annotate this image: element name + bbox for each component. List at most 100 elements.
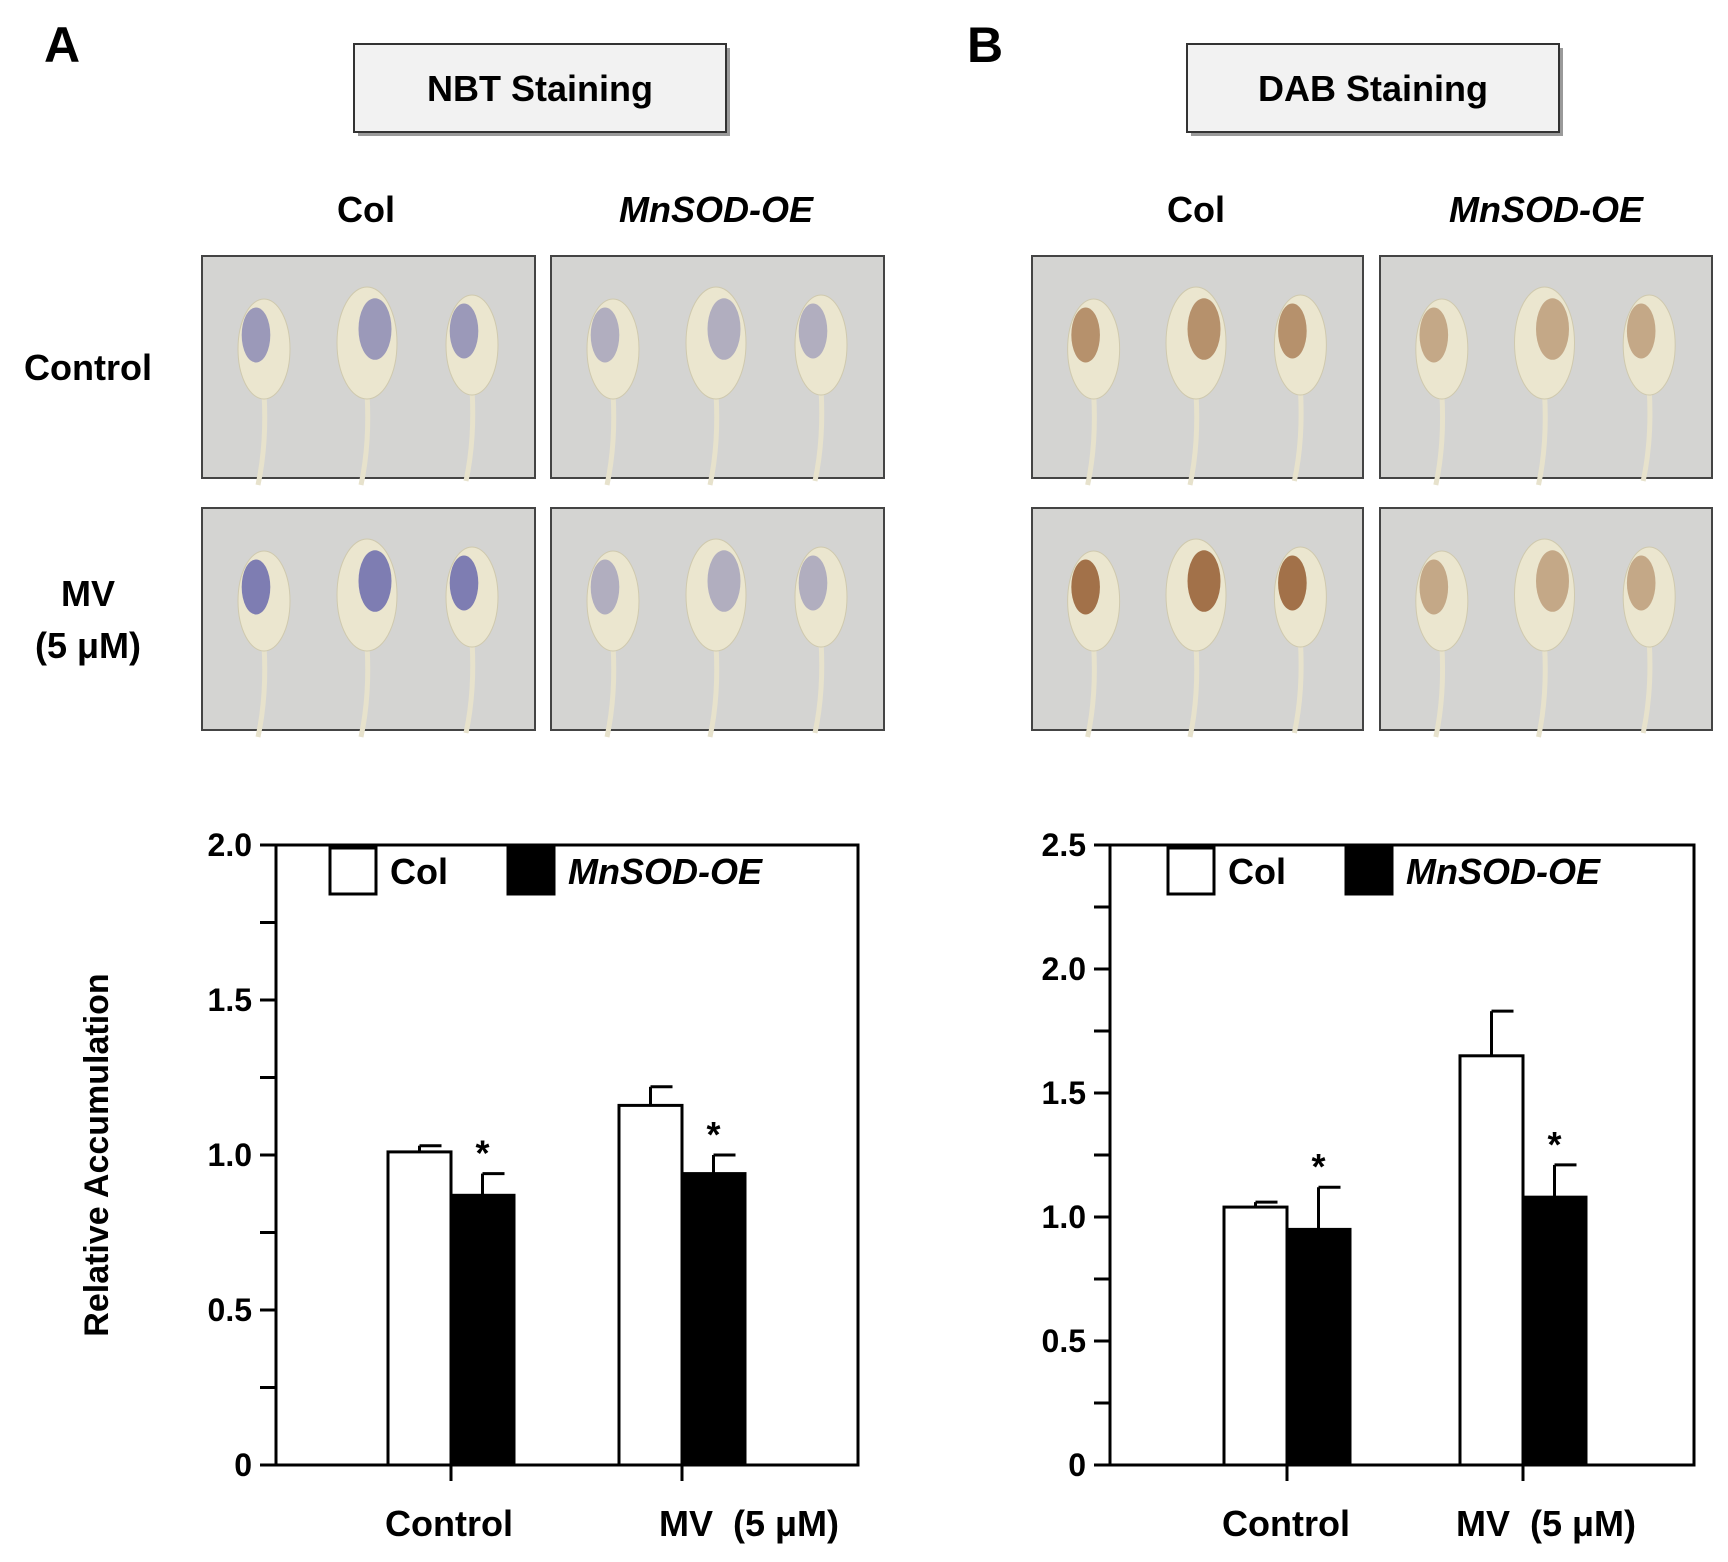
- stain-spot: [1278, 555, 1307, 611]
- panel-title: DAB Staining: [1258, 68, 1488, 109]
- leaf-petiole: [604, 644, 617, 738]
- stain-spot: [1536, 298, 1570, 360]
- bar-mnsod-oe: [680, 1172, 747, 1467]
- legend-label: MnSOD-OE: [1406, 851, 1601, 892]
- leaf-petiole: [463, 388, 476, 482]
- stain-spot: [1071, 559, 1100, 615]
- stained-leaf-image: [201, 255, 536, 486]
- legend-swatch-col: [1166, 846, 1216, 896]
- legend: Col MnSOD-OE: [1166, 846, 1601, 896]
- leaf-blade: [1622, 294, 1676, 396]
- leaf-petiole: [604, 392, 617, 486]
- row-label: (5 μM): [35, 625, 141, 666]
- leaf-petiole: [812, 640, 825, 734]
- y-tick-label: 2.5: [1042, 827, 1086, 863]
- bar-col: [617, 1103, 684, 1467]
- legend-swatch-mnsod-oe: [1344, 846, 1394, 896]
- leaf-blade: [586, 550, 640, 652]
- leaf-blade: [794, 294, 848, 396]
- bar-mnsod-oe: [1285, 1227, 1352, 1467]
- stain-spot: [1187, 298, 1221, 360]
- stain-spot: [449, 555, 479, 611]
- stain-spot: [358, 298, 392, 360]
- y-tick-label: 1.0: [1042, 1199, 1086, 1235]
- y-tick-label: 0: [234, 1447, 252, 1483]
- stain-spot: [358, 550, 392, 612]
- stain-spot: [798, 303, 828, 359]
- significance-star: *: [1311, 1146, 1325, 1187]
- title-box: [353, 43, 727, 133]
- title-box: [1186, 43, 1560, 133]
- bar-col: [1222, 1205, 1289, 1467]
- stain-spot: [707, 298, 741, 360]
- column-header-col: Col: [337, 189, 395, 230]
- stain-spot: [1278, 303, 1307, 359]
- panel-a: A NBT Staining Col MnSOD-OE Control MV (5 μM): [24, 17, 885, 738]
- leaf-petiole: [812, 388, 825, 482]
- x-category-label: Control: [385, 1503, 513, 1544]
- stain-spot: [798, 555, 828, 611]
- stain-spot: [590, 307, 620, 363]
- leaf-blade: [1622, 546, 1676, 648]
- y-tick-label: 2.0: [1042, 951, 1086, 987]
- panel-letter: A: [44, 17, 80, 73]
- stained-leaf-image: [201, 507, 536, 738]
- stain-spot: [1536, 550, 1570, 612]
- leaf-blade: [586, 298, 640, 400]
- leaf-petiole: [1187, 644, 1200, 738]
- y-tick-label: 0.5: [1042, 1323, 1086, 1359]
- row-label: MV: [61, 573, 115, 614]
- leaf-petiole: [707, 392, 720, 486]
- x-category-label: MV (5 μM): [659, 1503, 839, 1544]
- leaf-petiole: [1433, 644, 1446, 738]
- leaf-blade: [1415, 298, 1469, 400]
- legend-swatch-col: [328, 846, 378, 896]
- bar-chart-a: 0 0.5 1.0 1.5 2.0 Relative Accumulation * Contr…: [78, 827, 860, 1544]
- leaf-petiole: [1085, 644, 1097, 738]
- stained-leaf-image: [1031, 255, 1364, 486]
- x-category-label: MV (5 μM): [1456, 1503, 1636, 1544]
- stain-spot: [1071, 307, 1100, 363]
- stain-spot: [1419, 559, 1449, 615]
- y-tick-label: 2.0: [208, 827, 252, 863]
- stained-leaf-image: [1031, 507, 1364, 738]
- leaf-petiole: [1291, 388, 1304, 482]
- plot-frame: [1108, 843, 1696, 1467]
- column-header-col: Col: [1167, 189, 1225, 230]
- stained-leaf-image: [1379, 255, 1713, 486]
- panel-b: B DAB Staining Col MnSOD-OE: [967, 17, 1713, 738]
- leaf-petiole: [463, 640, 476, 734]
- x-category-label: Control: [1222, 1503, 1350, 1544]
- leaf-petiole: [255, 644, 268, 738]
- stain-spot: [1626, 303, 1656, 359]
- leaf-petiole: [1433, 392, 1446, 486]
- stained-leaf-image: [550, 255, 885, 486]
- leaf-petiole: [1640, 640, 1653, 734]
- significance-star: *: [1547, 1124, 1561, 1165]
- legend-label: Col: [1228, 851, 1286, 892]
- leaf-petiole: [1536, 392, 1548, 486]
- y-axis-label: Relative Accumulation: [78, 973, 116, 1336]
- y-tick-label: 1.0: [208, 1137, 252, 1173]
- y-tick-label: 1.5: [208, 982, 252, 1018]
- leaf-petiole: [707, 644, 720, 738]
- row-label: Control: [24, 347, 152, 388]
- stain-spot: [1187, 550, 1221, 612]
- stain-spot: [1626, 555, 1656, 611]
- leaf-blade: [1415, 550, 1469, 652]
- bar-mnsod-oe: [1521, 1195, 1588, 1467]
- bar-col: [1458, 1054, 1525, 1467]
- leaf-blade: [794, 546, 848, 648]
- leaf-petiole: [1187, 392, 1200, 486]
- stain-spot: [1419, 307, 1449, 363]
- leaf-petiole: [1536, 644, 1548, 738]
- legend-label: MnSOD-OE: [568, 851, 763, 892]
- leaf-blade: [685, 538, 747, 652]
- leaf-blade: [1514, 538, 1576, 652]
- leaf-blade: [1514, 286, 1576, 400]
- leaf-petiole: [1291, 640, 1304, 734]
- stain-spot: [241, 559, 271, 615]
- leaf-blade: [685, 286, 747, 400]
- y-tick-label: 0: [1068, 1447, 1086, 1483]
